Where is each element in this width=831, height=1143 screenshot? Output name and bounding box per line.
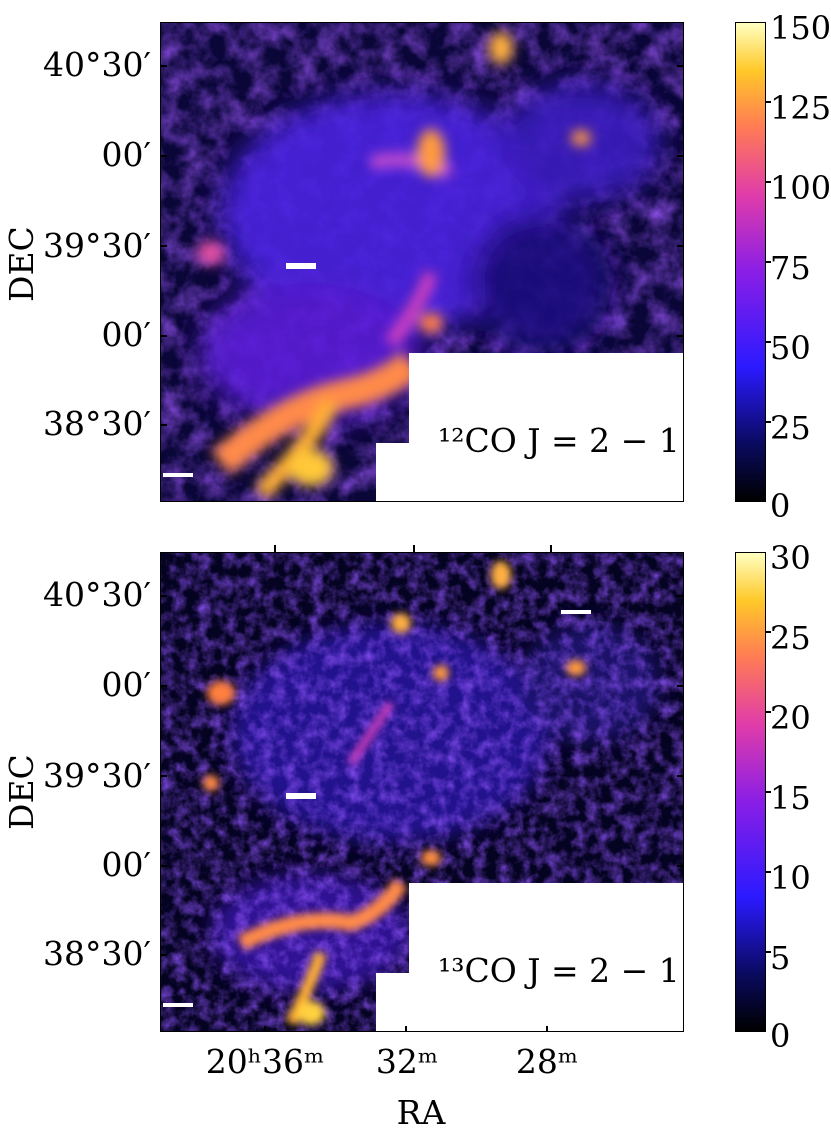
colorbar-tick-mark xyxy=(766,421,771,423)
co12-map-panel xyxy=(160,22,684,502)
co13-colorbar-tick: 15 xyxy=(770,779,811,817)
co12-colorbar-tick: 0 xyxy=(770,487,791,525)
dec-tick-mark xyxy=(160,865,167,867)
co13-colorbar-tick: 5 xyxy=(770,939,791,977)
dec-axis-label-bottom: DEC xyxy=(2,754,41,830)
colorbar-tick-mark xyxy=(766,261,771,263)
colorbar-tick-mark xyxy=(766,341,771,343)
dec-tick-mark xyxy=(677,245,684,247)
co13-colorbar-tick: 0 xyxy=(770,1017,791,1055)
colorbar-tick-mark xyxy=(766,791,771,793)
co12-colorbar-tick: 125 xyxy=(770,89,831,127)
co12-colorbar-tick: 50 xyxy=(770,329,811,367)
ra-tick-mark xyxy=(550,545,552,552)
colorbar-tick-mark xyxy=(766,631,771,633)
dec-tick-mark xyxy=(160,595,167,597)
co12-colorbar-tick: 75 xyxy=(770,249,811,287)
co12-colorbar-tick: 25 xyxy=(770,409,811,447)
dec-tick-mark xyxy=(677,865,684,867)
ra-tick-mark xyxy=(405,1026,407,1032)
co12-colorbar-tick: 100 xyxy=(770,169,831,207)
ra-tick-mark xyxy=(264,1026,266,1032)
co13-map-panel xyxy=(160,552,684,1032)
dec-tick-label: 40°30′ xyxy=(43,575,151,614)
dec-tick-label: 00′ xyxy=(101,665,151,704)
co12-panel-label: ¹²CO J = 2 − 1 xyxy=(438,421,680,460)
ra-tick-mark xyxy=(413,545,415,552)
co12-colorbar-tick: 150 xyxy=(770,9,831,47)
ra-tick-mark xyxy=(274,545,276,552)
dec-tick-mark xyxy=(677,155,684,157)
colorbar-tick-mark xyxy=(766,871,771,873)
colorbar-tick-mark xyxy=(766,101,771,103)
dec-tick-mark xyxy=(160,155,167,157)
co13-intensity-map xyxy=(161,553,683,1031)
dec-tick-label: 39°30′ xyxy=(43,756,151,795)
dec-tick-label: 38°30′ xyxy=(43,404,151,443)
dec-tick-mark xyxy=(160,424,167,426)
dec-tick-label: 39°30′ xyxy=(43,226,151,265)
ra-tick-label: 32ᵐ xyxy=(375,1042,439,1081)
ra-tick-label: 20ʰ36ᵐ xyxy=(205,1042,325,1081)
dec-tick-mark xyxy=(160,245,167,247)
dec-tick-label: 00′ xyxy=(101,315,151,354)
dec-tick-mark xyxy=(677,335,684,337)
dec-tick-mark xyxy=(160,65,167,67)
co13-colorbar xyxy=(735,552,766,1032)
dec-tick-label: 38°30′ xyxy=(43,934,151,973)
dec-tick-mark xyxy=(160,954,167,956)
co12-intensity-map xyxy=(161,23,683,501)
colorbar-tick-mark xyxy=(766,181,771,183)
dec-tick-label: 00′ xyxy=(101,845,151,884)
co13-colorbar-tick: 25 xyxy=(770,619,811,657)
co13-panel-label: ¹³CO J = 2 − 1 xyxy=(438,951,680,990)
co12-colorbar xyxy=(735,22,766,502)
co13-colorbar-tick: 10 xyxy=(770,859,811,897)
co13-colorbar-tick: 30 xyxy=(770,539,811,577)
colorbar-tick-mark xyxy=(766,711,771,713)
dec-tick-label: 00′ xyxy=(101,135,151,174)
ra-axis-label: RA xyxy=(396,1093,446,1132)
dec-axis-label-top: DEC xyxy=(2,226,41,302)
dec-tick-mark xyxy=(677,595,684,597)
dec-tick-mark xyxy=(160,775,167,777)
dec-tick-mark xyxy=(160,685,167,687)
dec-tick-mark xyxy=(677,775,684,777)
dec-tick-mark xyxy=(677,685,684,687)
dec-tick-mark xyxy=(160,335,167,337)
dec-tick-label: 40°30′ xyxy=(43,45,151,84)
co13-colorbar-tick: 20 xyxy=(770,699,811,737)
dec-tick-mark xyxy=(677,65,684,67)
ra-tick-mark xyxy=(546,1026,548,1032)
ra-tick-label: 28ᵐ xyxy=(515,1042,579,1081)
colorbar-tick-mark xyxy=(766,951,771,953)
